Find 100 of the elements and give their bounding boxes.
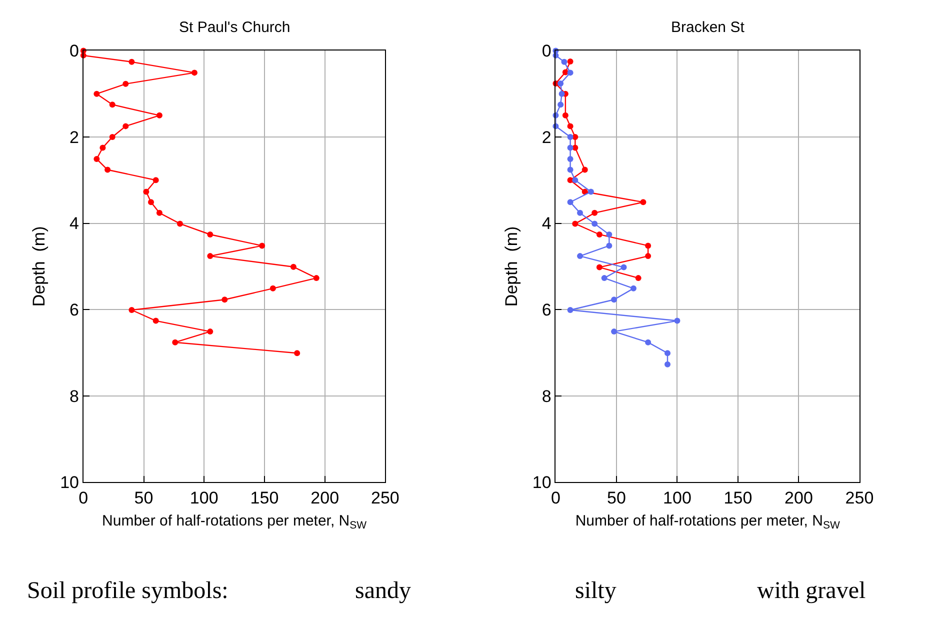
point xyxy=(222,296,228,303)
point xyxy=(567,144,574,151)
point xyxy=(176,220,183,227)
point xyxy=(567,123,574,130)
point xyxy=(572,134,578,140)
x-tick-label: 150 xyxy=(724,488,752,508)
x-tick-label: 200 xyxy=(784,488,813,508)
point xyxy=(601,275,608,282)
point xyxy=(596,264,602,270)
point xyxy=(592,220,598,227)
y-axis-title: Depth (m) xyxy=(502,226,521,307)
y-tick-label: 8 xyxy=(542,386,552,406)
point xyxy=(664,350,670,356)
point xyxy=(122,123,129,130)
point xyxy=(558,80,564,86)
point xyxy=(561,58,568,65)
point xyxy=(567,58,574,64)
point xyxy=(635,275,642,282)
point xyxy=(588,188,594,195)
point xyxy=(645,242,652,249)
point xyxy=(567,166,574,173)
point xyxy=(674,318,680,324)
point xyxy=(290,264,296,270)
text: Soil profile symbols: xyxy=(27,578,228,604)
point xyxy=(259,242,266,249)
point xyxy=(572,220,578,227)
point xyxy=(122,80,129,87)
point xyxy=(611,296,618,303)
point xyxy=(128,58,135,65)
point xyxy=(270,285,276,292)
point xyxy=(94,90,100,97)
chart-title: St Paul's Church xyxy=(179,19,290,36)
x-tick-label: 50 xyxy=(607,488,626,508)
point xyxy=(562,112,568,118)
point xyxy=(207,253,214,260)
point xyxy=(156,210,162,216)
x-tick-label: 50 xyxy=(134,488,154,508)
point xyxy=(156,112,162,118)
point xyxy=(606,242,612,249)
y-axis-title: Depth (m) xyxy=(30,226,49,307)
y-tick-label: 0 xyxy=(542,42,552,61)
chart-title: Bracken St xyxy=(671,19,746,36)
point xyxy=(577,210,584,216)
point xyxy=(207,231,214,238)
point xyxy=(645,253,652,260)
point xyxy=(152,177,159,184)
y-tick-label: 2 xyxy=(542,128,552,147)
y-tick-label: 2 xyxy=(70,128,79,147)
point xyxy=(148,199,154,206)
text: with gravel xyxy=(757,578,866,604)
point xyxy=(611,328,618,335)
point xyxy=(567,156,574,162)
point xyxy=(664,361,670,368)
x-tick-label: 100 xyxy=(663,488,692,508)
point xyxy=(640,199,646,206)
point xyxy=(313,275,320,282)
x-axis-title: Number of half-rotations per meter, N$_{SW}$ xyxy=(102,512,367,532)
point xyxy=(100,144,106,151)
point xyxy=(620,264,627,270)
point xyxy=(94,156,100,162)
text: sandy xyxy=(355,578,411,604)
text: silty xyxy=(575,578,616,604)
point xyxy=(596,231,602,238)
x-tick-label: 250 xyxy=(371,488,400,508)
point xyxy=(104,166,111,173)
y-tick-label: 10 xyxy=(60,473,79,492)
y-tick-label: 0 xyxy=(70,42,79,61)
point xyxy=(558,90,565,97)
y-tick-label: 6 xyxy=(542,300,552,320)
y-tick-label: 4 xyxy=(542,214,552,234)
y-tick-label: 6 xyxy=(70,300,79,320)
point xyxy=(582,166,588,173)
point xyxy=(577,253,584,260)
x-tick-label: 250 xyxy=(845,488,874,508)
x-tick-label: 100 xyxy=(190,488,218,508)
point xyxy=(558,102,564,108)
x-axis-title: Number of half-rotations per meter, N$_{SW}$ xyxy=(575,512,840,532)
point xyxy=(109,102,116,108)
y-tick-label: 10 xyxy=(532,473,552,492)
y-tick-label: 4 xyxy=(70,214,79,234)
point xyxy=(567,199,574,206)
point xyxy=(172,339,178,346)
point xyxy=(567,70,574,76)
point xyxy=(592,210,598,216)
point xyxy=(567,134,574,140)
point xyxy=(109,134,116,140)
point xyxy=(191,70,198,76)
point xyxy=(645,339,652,346)
point xyxy=(606,231,612,238)
point xyxy=(630,285,636,292)
point xyxy=(567,306,574,313)
point xyxy=(294,350,300,356)
y-tick-label: 8 xyxy=(70,386,79,406)
x-tick-label: 200 xyxy=(310,488,340,508)
point xyxy=(143,188,150,195)
point xyxy=(152,318,159,324)
x-tick-label: 150 xyxy=(250,488,279,508)
point xyxy=(128,306,135,313)
point xyxy=(572,177,578,184)
point xyxy=(207,328,214,335)
